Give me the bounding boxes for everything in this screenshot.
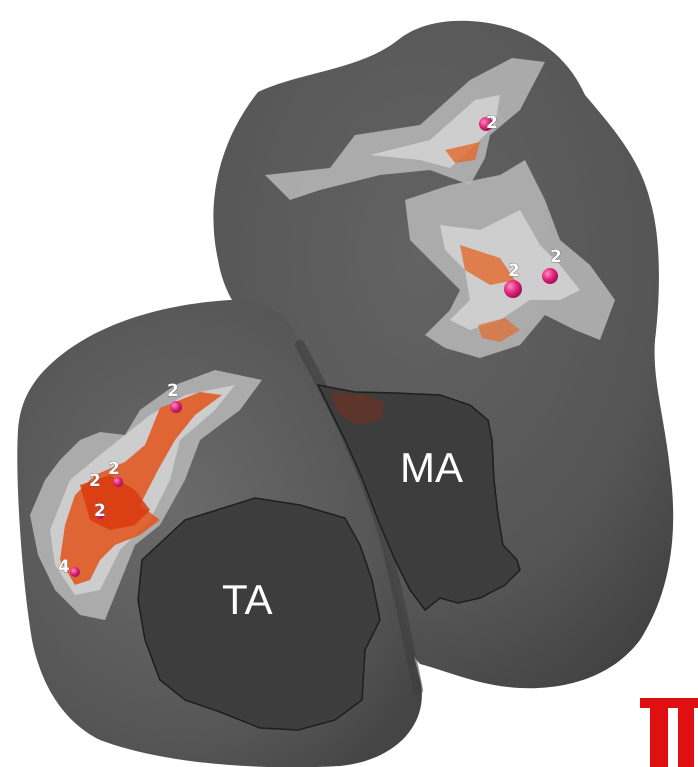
marker-label: 2 [508,261,520,281]
activation-spot [445,142,480,163]
marker-label: 2 [94,501,106,521]
marker-points [70,117,558,577]
marker-label: 2 [486,113,498,133]
marker-label: 4 [58,557,70,577]
marker-point [542,268,558,284]
activation-halo [265,58,545,200]
activation-halo-inner [440,210,580,330]
activation-core [60,392,222,585]
marker-point [96,511,104,519]
marker-label: 2 [108,459,120,479]
mitral-annulus-tint [330,392,385,425]
marker-label: 2 [550,247,562,267]
mitral-annulus-label: MA [400,444,463,491]
marker-point [504,280,522,298]
marker-point [170,401,182,413]
tricuspid-annulus-label: TA [222,576,273,623]
marker-label: 2 [89,471,101,491]
marker-point [70,567,80,577]
marker-point [113,477,123,487]
activation-spot [460,245,515,285]
partial-red-glyph-icon [640,698,698,767]
activation-spot [478,318,520,342]
mitral-annulus-region [316,383,521,612]
marker-point [479,117,493,131]
tricuspid-annulus-region [137,497,381,731]
marker-label: 2 [167,381,179,401]
